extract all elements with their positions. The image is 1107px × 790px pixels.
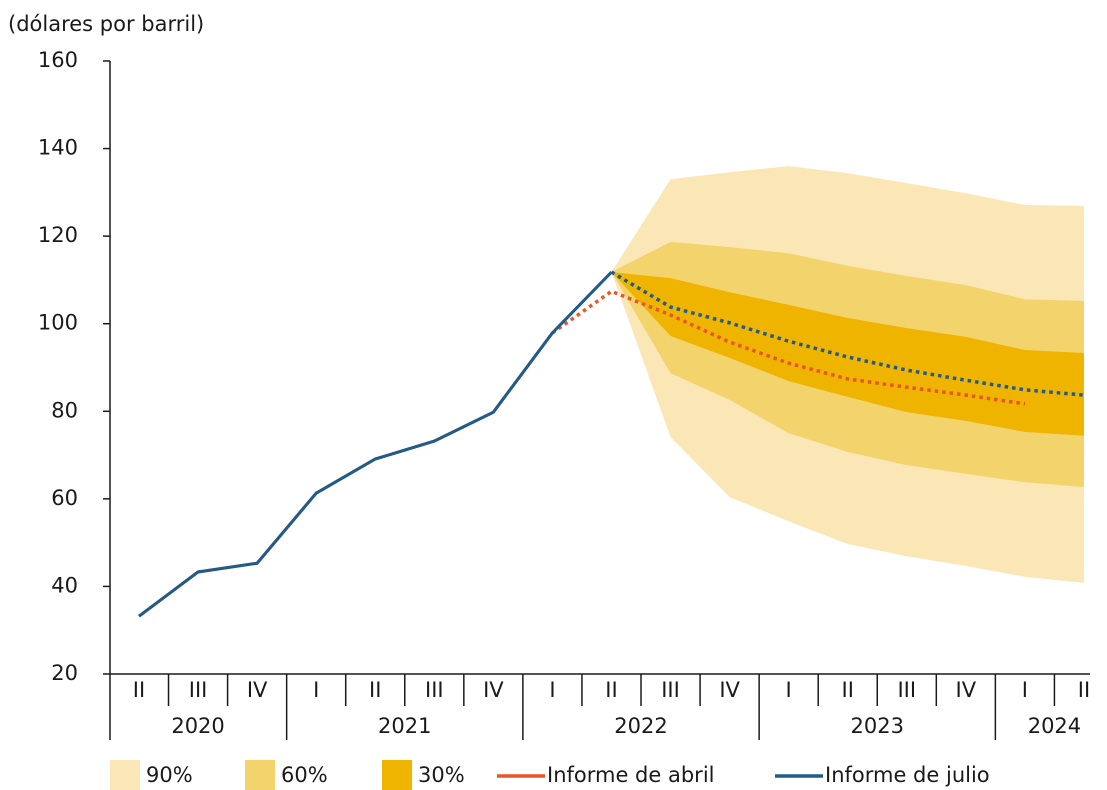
x-tick-label: II — [369, 678, 381, 702]
year-label: 2020 — [171, 714, 224, 738]
x-tick-label: II — [133, 678, 145, 702]
x-tick-label: IV — [956, 678, 977, 702]
x-tick-label: II — [842, 678, 854, 702]
x-tick-label: IV — [719, 678, 740, 702]
legend-swatch — [382, 760, 412, 790]
y-tick-label: 40 — [51, 573, 78, 597]
y-tick-label: 140 — [38, 136, 78, 160]
year-label: 2022 — [614, 714, 667, 738]
x-tick-label: I — [1022, 678, 1028, 702]
legend-swatch — [110, 760, 140, 790]
x-tick-label: III — [661, 678, 680, 702]
x-tick-label: I — [786, 678, 792, 702]
legend-swatch — [245, 760, 275, 790]
legend-label: 60% — [281, 763, 328, 787]
x-tick-label: II — [1078, 678, 1090, 702]
series-line-projection — [551, 289, 1026, 406]
x-tick-label: III — [425, 678, 444, 702]
legend-label: 90% — [146, 763, 193, 787]
year-label: 2024 — [1028, 714, 1081, 738]
year-label: 2023 — [851, 714, 904, 738]
x-tick-label: I — [313, 678, 319, 702]
y-tick-label: 20 — [51, 661, 78, 685]
y-axis-label: (dólares por barril) — [8, 12, 204, 36]
series-line-projection — [610, 270, 1085, 397]
y-tick-label: 60 — [51, 486, 78, 510]
x-tick-label: III — [897, 678, 916, 702]
legend-label: Informe de abril — [547, 763, 715, 787]
legend-label: Informe de julio — [825, 763, 990, 787]
y-tick-label: 120 — [38, 223, 78, 247]
x-tick-label: I — [549, 678, 555, 702]
y-tick-label: 80 — [51, 398, 78, 422]
y-tick-label: 160 — [38, 48, 78, 72]
x-tick-label: II — [605, 678, 617, 702]
y-tick-label: 100 — [38, 311, 78, 335]
year-label: 2021 — [378, 714, 431, 738]
x-tick-label: IV — [247, 678, 268, 702]
x-tick-label: III — [189, 678, 208, 702]
legend-label: 30% — [418, 763, 465, 787]
series-line — [138, 271, 613, 618]
x-tick-label: IV — [483, 678, 504, 702]
